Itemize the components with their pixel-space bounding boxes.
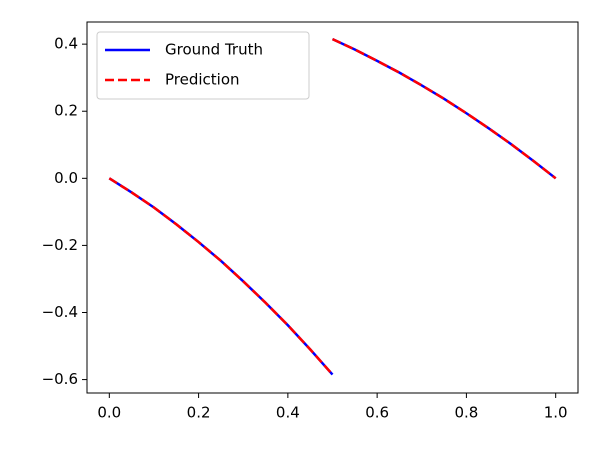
x-tick-label: 1.0	[544, 404, 568, 422]
x-tick-label: 0.2	[187, 404, 211, 422]
y-tick-label: 0.0	[54, 169, 78, 187]
y-tick-label: −0.2	[42, 236, 78, 254]
plot-frame	[86, 21, 579, 394]
y-tick-label: 0.4	[54, 35, 78, 53]
y-tick-label: −0.6	[42, 370, 78, 388]
x-tick-label: 0.6	[365, 404, 389, 422]
x-tick-label: 0.8	[454, 404, 478, 422]
x-tick-label: 0.0	[97, 404, 121, 422]
y-tick-label: −0.4	[42, 303, 78, 321]
y-tick-label: 0.2	[54, 102, 78, 120]
series-line	[108, 37, 557, 376]
legend-label: Ground Truth	[165, 41, 263, 59]
x-tick-label: 0.4	[276, 404, 300, 422]
legend-label: Prediction	[165, 71, 240, 89]
